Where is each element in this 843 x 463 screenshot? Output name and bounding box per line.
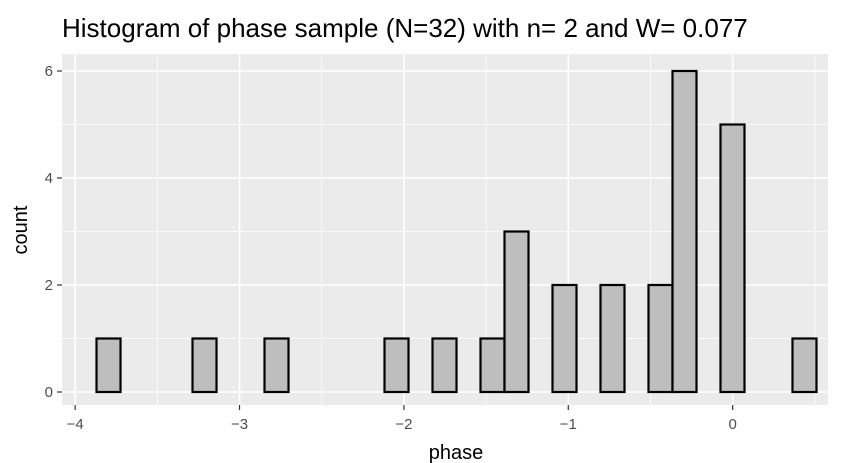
histogram-bar [263, 337, 290, 394]
histogram-bar [791, 337, 818, 394]
histogram-bar [719, 123, 746, 394]
histogram-bars [95, 69, 818, 394]
y-tick-label: 6 [45, 63, 53, 80]
x-tick-label: −4 [67, 416, 84, 433]
histogram-bar [671, 69, 698, 394]
chart-title: Histogram of phase sample (N=32) with n=… [62, 13, 748, 43]
x-tick-label: −1 [560, 416, 577, 433]
x-tick-label: 0 [728, 416, 736, 433]
histogram-bar [599, 283, 626, 394]
histogram-bar [431, 337, 458, 394]
histogram-bar [95, 337, 122, 394]
histogram-bar [191, 337, 218, 394]
x-axis: −4 −3 −2 −1 0 [67, 405, 737, 433]
y-axis-title: count [10, 205, 32, 254]
y-tick-label: 2 [45, 277, 53, 294]
histogram-bar [551, 283, 578, 394]
histogram-bar [503, 230, 530, 394]
histogram-bar [647, 283, 674, 394]
histogram-bar [479, 337, 506, 394]
y-axis: 0 2 4 6 [45, 63, 62, 401]
histogram-bar [383, 337, 410, 394]
y-tick-label: 4 [45, 170, 53, 187]
y-tick-label: 0 [45, 384, 53, 401]
x-axis-title: phase [429, 442, 484, 463]
x-tick-label: −3 [231, 416, 248, 433]
x-tick-label: −2 [395, 416, 412, 433]
